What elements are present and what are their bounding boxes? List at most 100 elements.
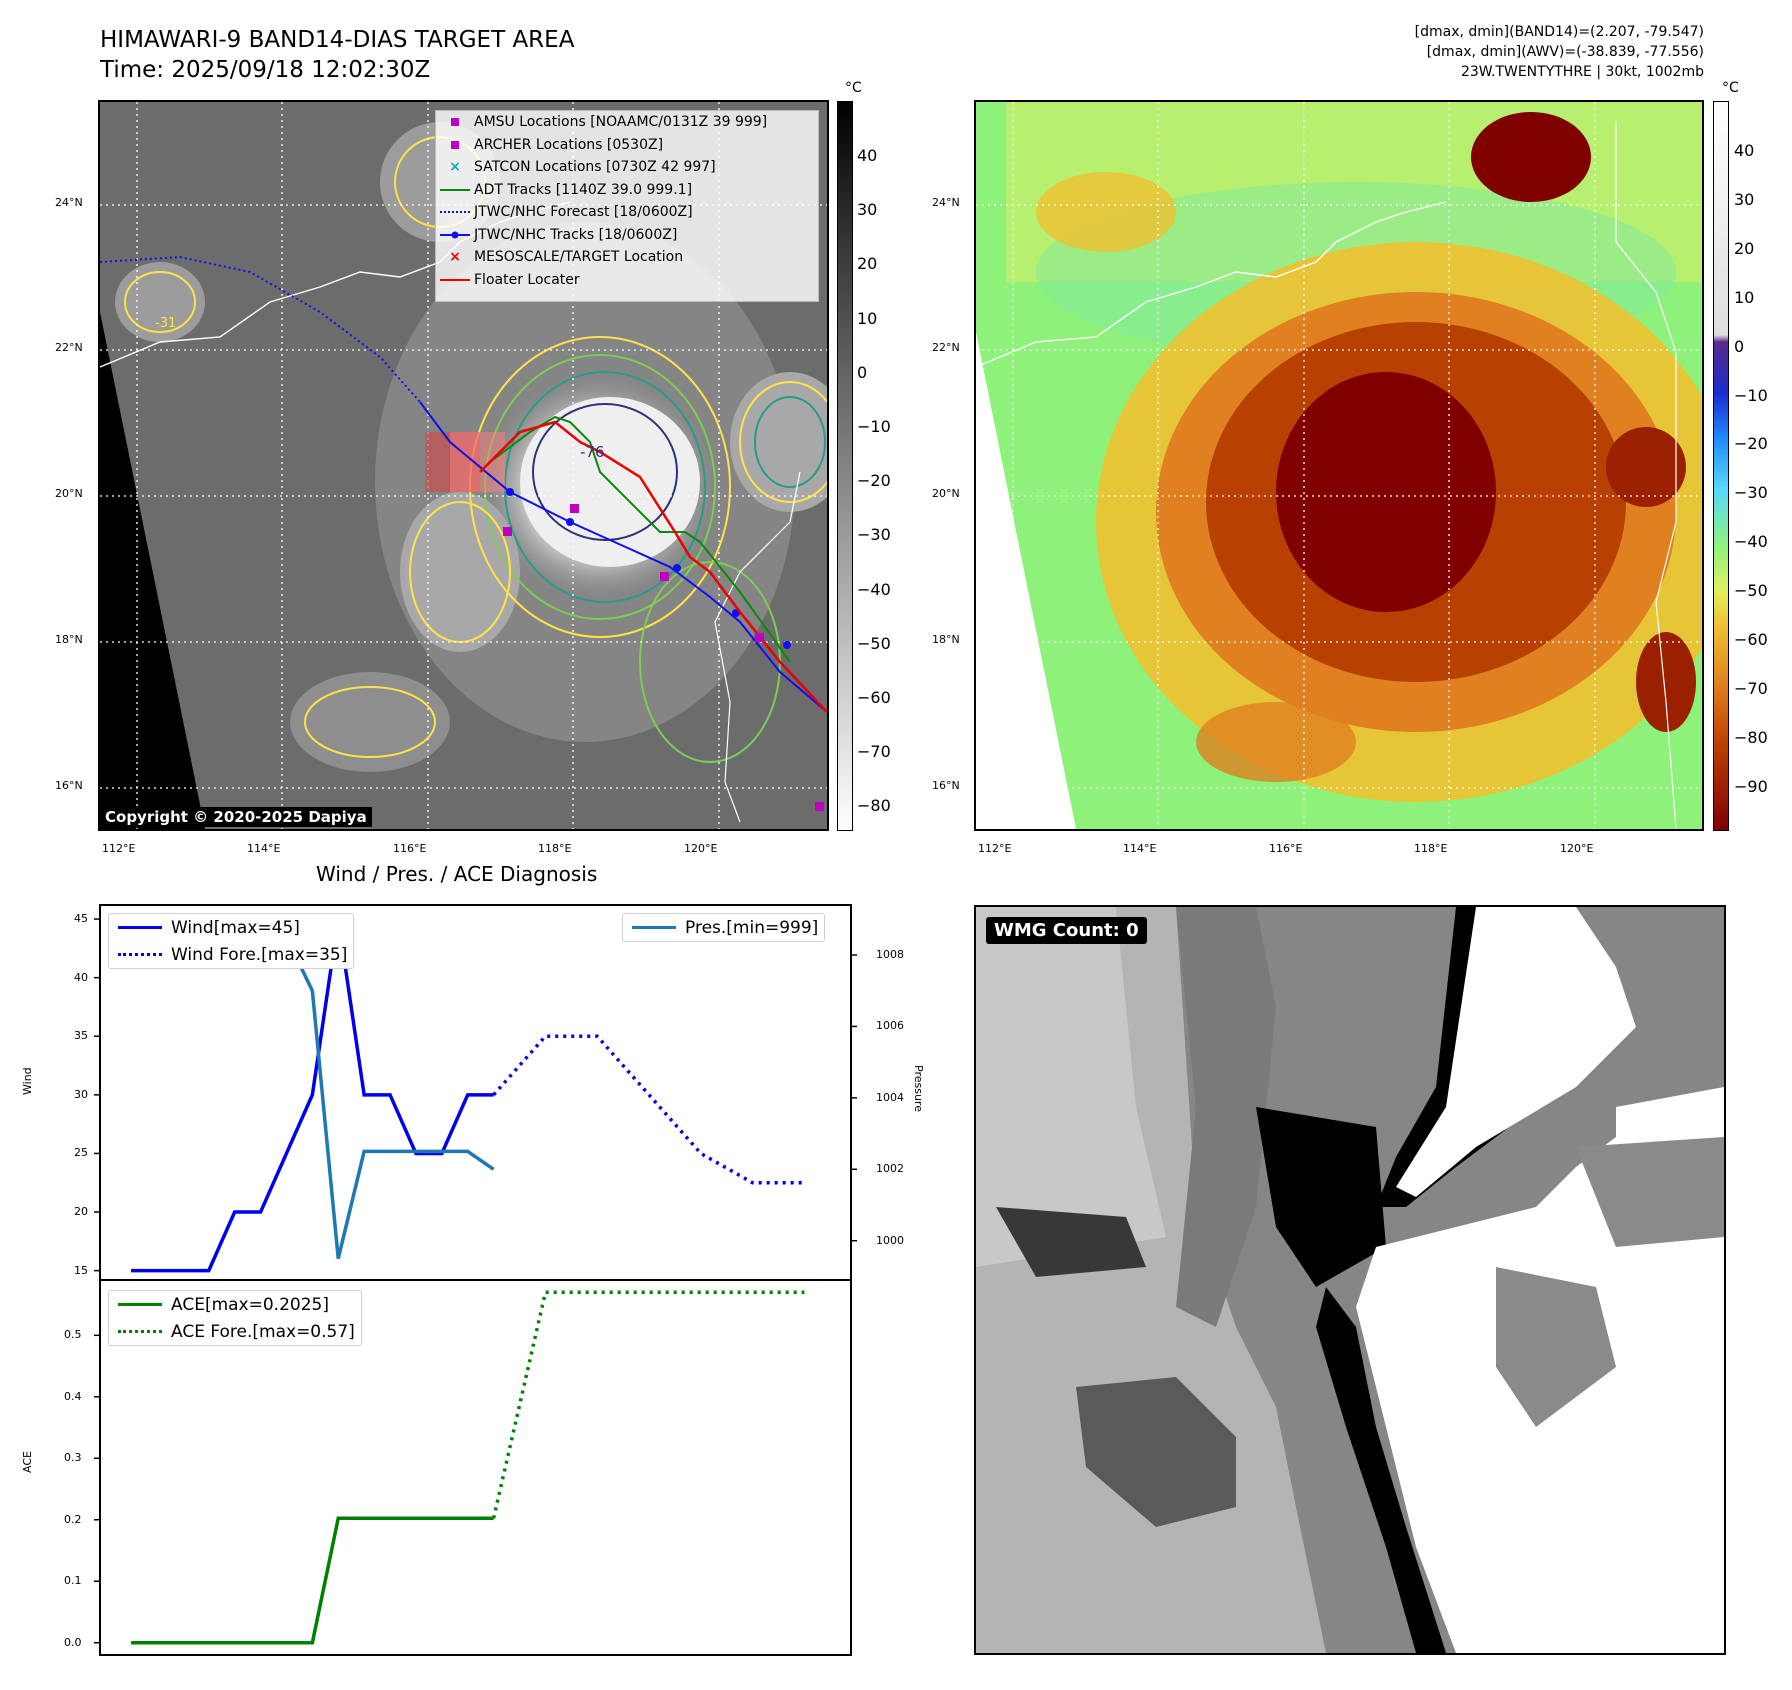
- colorbar-tick-label: −50: [1734, 581, 1768, 601]
- pressure-tick-label: 1000: [876, 1233, 904, 1247]
- lat-label: 18°N: [55, 633, 83, 646]
- ace-tick-label: 0.2: [64, 1512, 82, 1526]
- legend-item-jtwc-forecast: JTWC/NHC Forecast [18/0600Z]: [436, 201, 818, 224]
- contour-label-76: -76: [580, 443, 605, 461]
- ace-tick-label: 0.0: [64, 1635, 82, 1649]
- legend-item-mesoscale: × MESOSCALE/TARGET Location: [449, 249, 684, 266]
- legend-ace: ACE[max=0.2025]: [109, 1291, 361, 1318]
- lon-label: 116°E: [1269, 842, 1303, 855]
- figure-title: HIMAWARI-9 BAND14-DIAS TARGET AREA: [100, 27, 575, 53]
- colorbar-unit: °C: [1722, 80, 1739, 96]
- legend-item-amsu: AMSU Locations [NOAAMC/0131Z 39 999]: [436, 111, 818, 134]
- colorbar-tick-label: 20: [857, 254, 878, 274]
- dmax-dmin-band14: [dmax, dmin](BAND14)=(2.207, -79.547): [1414, 24, 1704, 40]
- legend-item-jtwc-tracks: JTWC/NHC Tracks [18/0600Z]: [436, 224, 818, 247]
- colorbar-tick-label: −60: [857, 688, 891, 707]
- wmg-count-badge: WMG Count: 0: [986, 917, 1147, 944]
- colorbar-tick-label: −30: [1734, 483, 1768, 503]
- colorbar-tick-label: −30: [857, 525, 891, 545]
- colorbar-tick-label: 40: [857, 146, 878, 165]
- colorbar-tick-label: 10: [857, 308, 878, 328]
- lat-label: 20°N: [932, 487, 960, 500]
- color-map-image: [976, 102, 1702, 829]
- ace-legend: ACE[max=0.2025] ACE Fore.[max=0.57]: [108, 1290, 362, 1346]
- colorbar-tick-label: −90: [1734, 776, 1768, 796]
- colorbar-tick-label: 30: [1734, 189, 1755, 209]
- colorbar-tick-label: −80: [857, 796, 891, 816]
- lon-label: 114°E: [247, 842, 281, 855]
- diagnosis-chart: [94, 904, 857, 1656]
- wind-tick-label: 15: [74, 1263, 88, 1277]
- copyright-label: Copyright © 2020-2025 Dapiya: [100, 807, 372, 827]
- lon-label: 120°E: [684, 842, 718, 855]
- pressure-tick-label: 1004: [876, 1090, 904, 1104]
- colorbar-tick-label: −10: [857, 417, 891, 436]
- lat-label: 22°N: [932, 341, 960, 354]
- lat-label: 16°N: [932, 779, 960, 792]
- contour-label-31: -31: [155, 316, 176, 331]
- dmax-dmin-awv: [dmax, dmin](AWV)=(-38.839, -77.556): [1426, 44, 1704, 60]
- colorbar-tick-label: 10: [1734, 287, 1755, 307]
- ir-map-panel: -76 -31 AMSU Locations [NOAAMC/0131Z 39 …: [98, 100, 829, 831]
- wmg-image: [976, 907, 1724, 1653]
- wind-tick-label: 30: [74, 1087, 88, 1101]
- legend-ace-forecast: ACE Fore.[max=0.57]: [109, 1318, 361, 1345]
- lat-label: 24°N: [932, 196, 960, 209]
- legend-wind-forecast: Wind Fore.[max=35]: [109, 941, 353, 968]
- lat-label: 24°N: [55, 196, 83, 209]
- lat-label: 16°N: [55, 779, 83, 792]
- diagnosis-title: Wind / Pres. / ACE Diagnosis: [316, 862, 598, 886]
- colorbar-tick-label: −80: [1734, 727, 1768, 747]
- colorbar-tick-label: 0: [1734, 336, 1745, 356]
- pressure-tick-label: 1002: [876, 1162, 904, 1176]
- colorbar-tick-label: −40: [857, 579, 891, 599]
- wind-tick-label: 25: [74, 1146, 88, 1160]
- lat-label: 18°N: [932, 633, 960, 646]
- lon-label: 118°E: [1414, 842, 1448, 855]
- wind-tick-label: 45: [74, 912, 88, 926]
- pressure-tick-label: 1008: [876, 948, 904, 961]
- colorbar-tick-label: −20: [857, 471, 891, 491]
- map-legend: AMSU Locations [NOAAMC/0131Z 39 999] ARC…: [435, 110, 819, 302]
- lon-label: 114°E: [1123, 842, 1157, 855]
- ace-series-line: [131, 1516, 494, 1645]
- wind-legend: Wind[max=45] Wind Fore.[max=35]: [108, 913, 355, 969]
- legend-item-adt: ADT Tracks [1140Z 39.0 999.1]: [436, 179, 818, 202]
- legend-wind: Wind[max=45]: [109, 914, 353, 941]
- ace-tick-label: 0.5: [64, 1328, 82, 1342]
- legend-item-satcon: × SATCON Locations [0730Z 42 997]: [449, 159, 716, 176]
- legend-pressure: Pres.[min=999]: [623, 914, 824, 941]
- lat-label: 22°N: [55, 341, 83, 354]
- colorbar-tick-label: 40: [1734, 141, 1755, 160]
- colorbar-tick-label: 0: [857, 362, 868, 382]
- lon-label: 112°E: [978, 842, 1012, 855]
- wind-forecast-series-line: [492, 1034, 805, 1185]
- ace-tick-label: 0.4: [64, 1389, 82, 1403]
- colorbar-tick-label: −10: [1734, 385, 1768, 405]
- pressure-tick-label: 1006: [876, 1019, 904, 1033]
- colorbar-tick-label: 30: [857, 200, 878, 220]
- colorbar-tick-label: −40: [1734, 532, 1768, 552]
- lon-label: 120°E: [1560, 842, 1594, 855]
- lon-label: 112°E: [102, 842, 136, 855]
- ace-tick-label: 0.1: [64, 1574, 82, 1588]
- wind-tick-label: 40: [74, 970, 88, 984]
- colorbar-tick-label: 20: [1734, 238, 1755, 258]
- lon-label: 118°E: [538, 842, 572, 855]
- color-map-panel: [974, 100, 1704, 831]
- colorbar-tick-label: −50: [857, 633, 891, 653]
- legend-item-archer: ARCHER Locations [0530Z]: [436, 134, 818, 157]
- pressure-legend: Pres.[min=999]: [622, 913, 826, 942]
- colorbar-color: [1713, 101, 1729, 831]
- wind-series-line: [131, 918, 494, 1273]
- figure-time: Time: 2025/09/18 12:02:30Z: [100, 57, 431, 83]
- wind-tick-label: 35: [74, 1029, 88, 1043]
- wind-tick-label: 20: [74, 1205, 88, 1219]
- colorbar-tick-label: −20: [1734, 434, 1768, 454]
- colorbar-unit: °C: [845, 80, 862, 96]
- lon-label: 116°E: [393, 842, 427, 855]
- legend-item-floater: Floater Locater: [436, 269, 818, 292]
- colorbar-tick-label: −60: [1734, 630, 1768, 649]
- lat-label: 20°N: [55, 487, 83, 500]
- ace-tick-label: 0.3: [64, 1451, 82, 1465]
